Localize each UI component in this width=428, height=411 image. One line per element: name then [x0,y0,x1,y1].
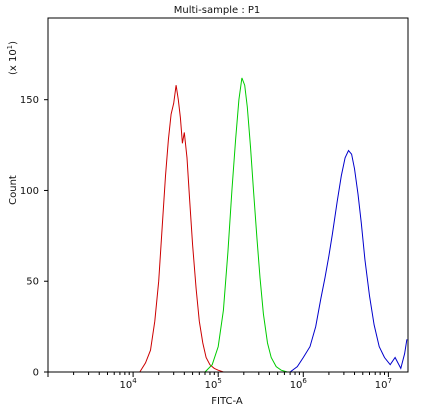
y-tick-label: 100 [20,186,39,197]
chart-title: Multi-sample : P1 [174,5,261,16]
x-tick-label: 105 [205,377,222,391]
x-tick-label: 106 [290,377,308,391]
y-tick-label: 0 [33,368,39,379]
y-axis-label: Count [8,175,19,205]
x-tick-label: 107 [375,377,392,391]
x-tick-label: 104 [119,377,137,391]
x-axis-label: FITC-A [211,396,243,407]
y-multiplier-prefix: (x 10 [8,49,19,75]
series-line-2 [204,77,288,373]
data-series [139,77,408,373]
y-multiplier-label: (x 101) [6,41,19,75]
series-line-1 [139,85,228,373]
y-tick-label: 150 [20,95,39,106]
y-multiplier-exponent: 1 [6,45,14,49]
axis-ticks: 0 50 100 150 104 105 106 107 [20,95,392,391]
y-multiplier-suffix: ) [8,41,19,45]
plot-frame [47,17,409,373]
y-tick-label: 50 [26,277,39,288]
series-line-3 [289,149,408,373]
